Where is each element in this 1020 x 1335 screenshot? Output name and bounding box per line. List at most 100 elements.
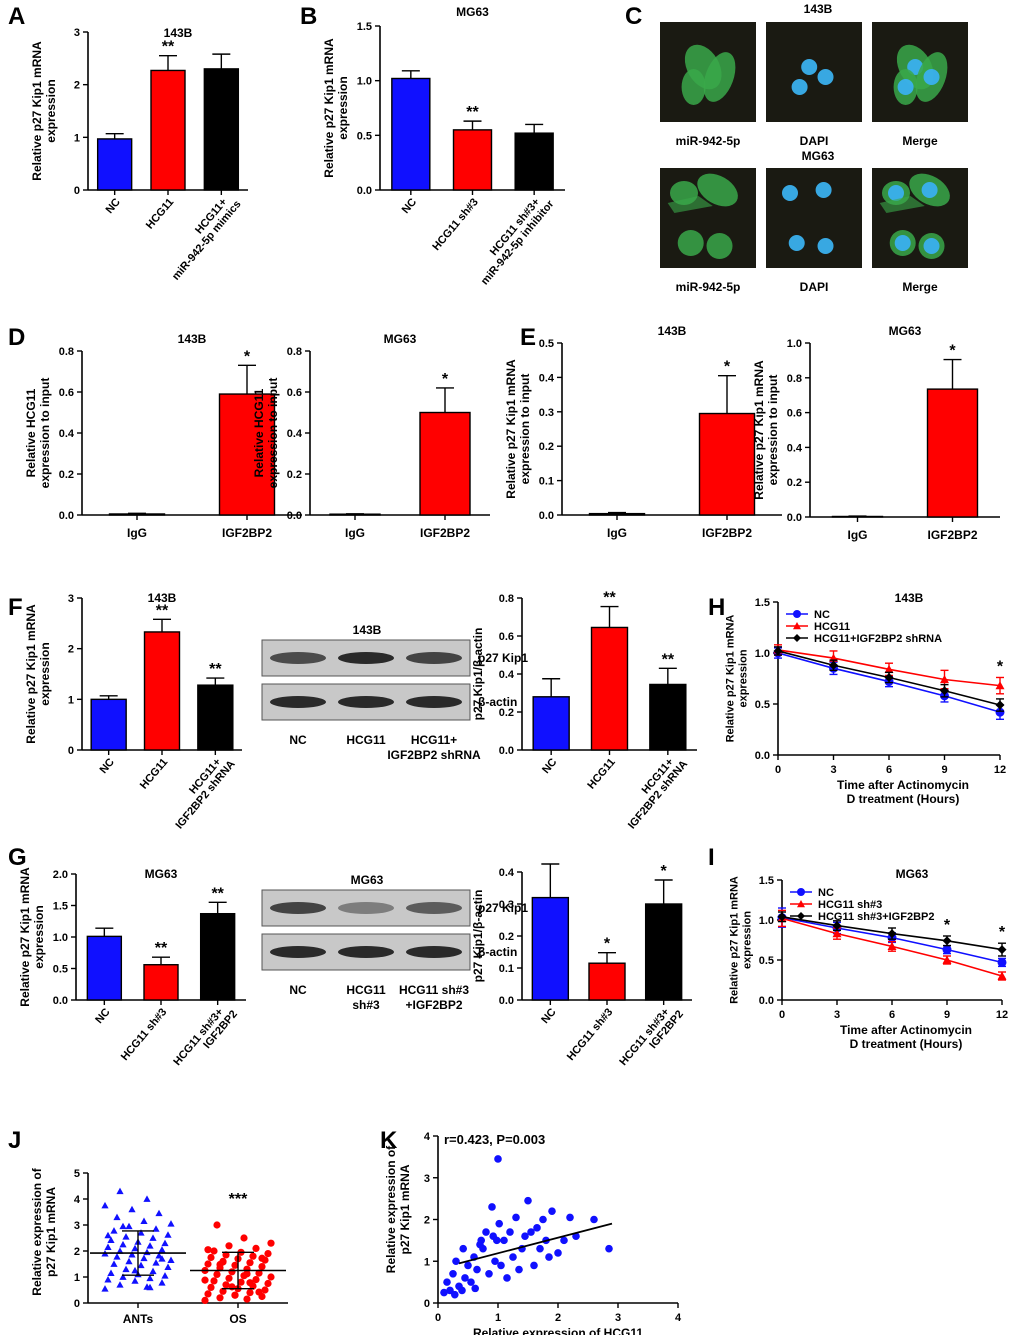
- J-OS-point-15: [210, 1277, 218, 1285]
- K-fit-line: [458, 1222, 613, 1265]
- J-OS-point-52: [246, 1279, 254, 1287]
- A-bar-1: [150, 69, 186, 191]
- J-ANTs-point-16: [152, 1259, 160, 1266]
- G1-category-0-line-0: NC: [93, 1006, 112, 1026]
- K-point-37: [530, 1261, 538, 1270]
- H-xtick-label-1: 3: [830, 764, 836, 776]
- J-ANTs-point-4: [131, 1277, 139, 1284]
- F-band-0-0: [270, 652, 326, 664]
- H-xtick-label-0: 0: [775, 764, 781, 776]
- panel-label-G: G: [8, 844, 27, 871]
- J-OS-point-44: [255, 1288, 263, 1296]
- B-bar-1: [452, 129, 493, 191]
- I-xtick-label-0: 0: [779, 1009, 785, 1021]
- D2-ylabel-line-0: Relative HCG11: [252, 388, 266, 477]
- J-OS-point-36: [264, 1250, 272, 1258]
- D1-category-0: IgG: [127, 526, 147, 540]
- F2-category-1-line-0: HCG11: [585, 756, 617, 791]
- I-series-0-point-4: [997, 957, 1007, 967]
- C-bottom-label-0: miR-942-5p: [676, 280, 741, 294]
- J-OS-point-17: [225, 1274, 233, 1282]
- K-point-23: [493, 1236, 501, 1245]
- I-legend-marker-2: [797, 912, 805, 920]
- J-OS-point-1: [243, 1295, 251, 1303]
- J-OS-point-26: [258, 1263, 266, 1271]
- E2-ytick-label-1: 0.2: [787, 477, 802, 489]
- A-bar-0: [96, 138, 133, 191]
- J-OS-point-0: [201, 1296, 209, 1304]
- K-point-13: [471, 1284, 480, 1293]
- K-point-49: [605, 1244, 613, 1253]
- panel-label-D: D: [8, 324, 25, 351]
- B-sig-1: **: [466, 104, 479, 121]
- J-OS-point-43: [213, 1221, 221, 1229]
- D2-ytick-label-4: 0.8: [287, 346, 302, 358]
- F1-sig-1: **: [156, 602, 169, 619]
- J-ANTs-point-11: [149, 1267, 157, 1275]
- K-point-8: [459, 1244, 468, 1253]
- F2-bar-1: [590, 626, 629, 751]
- I-xlabel-line-1: D treatment (Hours): [850, 1037, 963, 1051]
- F1-category-1-line-0: HCG11: [138, 756, 170, 791]
- J-OS-point-50: [231, 1291, 239, 1299]
- F-band-label-1: β-actin: [478, 695, 517, 709]
- C-title-bottom: MG63: [802, 149, 835, 163]
- G-band-1-0: [270, 946, 326, 958]
- G-lane-label-1-line-0: HCG11: [346, 983, 386, 997]
- I-ytick-label-2: 1.0: [759, 915, 774, 927]
- J-OS-point-41: [267, 1239, 275, 1247]
- J-OS-point-35: [222, 1251, 230, 1259]
- J-ANTs-point-47: [143, 1195, 151, 1202]
- H-legend-label-2: HCG11+IGF2BP2 shRNA: [814, 633, 942, 645]
- E2-category-0: IgG: [848, 528, 868, 542]
- A-ytick-label-3: 3: [74, 27, 80, 39]
- J-OS-point-49: [258, 1254, 266, 1262]
- H-xtick-label-4: 12: [994, 764, 1006, 776]
- K-point-44: [554, 1249, 562, 1257]
- G-band-label-1: β-actin: [478, 945, 517, 959]
- I-series-1-point-4: [997, 971, 1007, 980]
- D1-sig-1: *: [244, 348, 251, 365]
- A-category-1-line-0: HCG11: [144, 196, 176, 231]
- K-point-10: [464, 1261, 472, 1270]
- K-point-42: [545, 1253, 553, 1261]
- F2-bar-0: [532, 696, 570, 751]
- J-ANTs-point-19: [140, 1254, 148, 1262]
- G-band-label-0: p27 Kip1: [478, 901, 528, 915]
- K-xtick-label-3: 3: [615, 1312, 621, 1324]
- K-point-46: [566, 1213, 574, 1222]
- J-ANTs-point-20: [113, 1253, 121, 1260]
- E1-ytick-label-0: 0.0: [539, 510, 554, 522]
- G1-ytick-label-0: 0.0: [53, 995, 68, 1007]
- C-top-green-cell-1: [703, 52, 736, 102]
- G1-ylabel-line-1: expression: [32, 905, 46, 968]
- C-bottom-green-spread: [667, 196, 713, 213]
- K-point-1: [443, 1278, 451, 1286]
- E2-ylabel-line-0: Relative p27 Kip1 mRNA: [752, 360, 766, 500]
- J-ANTs-point-42: [140, 1217, 148, 1224]
- B-ytick-label-1: 0.5: [357, 130, 372, 142]
- panel-label-E: E: [520, 324, 536, 351]
- C-top-dapi-nucleus-2: [791, 79, 808, 95]
- K-point-11: [467, 1278, 475, 1286]
- D2-sig-1: *: [442, 371, 449, 388]
- D1-ytick-label-4: 0.8: [59, 346, 74, 358]
- J-OS-point-27: [231, 1261, 239, 1269]
- I-ytick-label-0: 0.0: [759, 995, 774, 1007]
- J-ANTs-point-0: [101, 1285, 109, 1292]
- H-legend-marker-0: [793, 610, 801, 618]
- K-point-28: [503, 1274, 511, 1282]
- panel-label-B: B: [300, 3, 317, 30]
- G2-bar-1: [588, 962, 626, 1001]
- K-xtick-label-2: 2: [555, 1312, 561, 1324]
- C-bottom-label-1: DAPI: [800, 280, 829, 294]
- F1-ytick-label-0: 0: [68, 745, 74, 757]
- C-top-merge-nucleus-2: [897, 79, 914, 95]
- E2-bar-1: [926, 388, 979, 518]
- G-lane-label-1-line-1: sh#3: [352, 998, 380, 1012]
- J-OS-point-34: [249, 1252, 257, 1260]
- G1-sig-2: **: [211, 885, 224, 902]
- J-ylabel-line-1: p27 Kip1 mRNA: [44, 1187, 58, 1277]
- J-ytick-label-2: 2: [74, 1246, 80, 1258]
- J-ANTs-point-30: [119, 1240, 127, 1248]
